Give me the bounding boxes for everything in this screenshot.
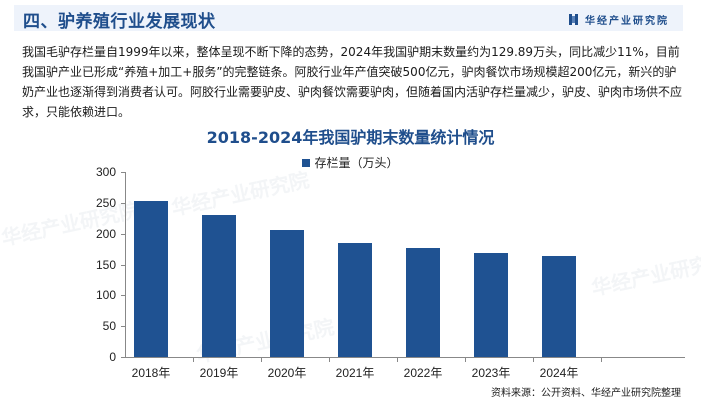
x-tick-mark xyxy=(465,357,466,362)
y-tick-label: 250 xyxy=(95,195,116,210)
y-tick-mark xyxy=(121,172,125,173)
y-tick-label: 300 xyxy=(95,165,116,179)
book-logo-icon xyxy=(569,14,578,25)
y-tick-mark xyxy=(121,264,125,266)
bar xyxy=(270,229,304,357)
bar xyxy=(134,200,168,357)
y-tick-label: 100 xyxy=(95,288,116,303)
y-tick-label: 150 xyxy=(95,257,116,272)
x-tick-label: 2019年 xyxy=(199,366,239,380)
x-tick-mark xyxy=(261,357,262,362)
description-paragraph: 我国毛驴存栏量自1999年以来，整体呈现不断下降的态势，2024年我国驴期末数量… xyxy=(22,45,683,119)
y-tick-mark xyxy=(121,233,125,235)
legend-swatch xyxy=(302,158,311,167)
y-tick-label: 0 xyxy=(109,350,116,364)
bar xyxy=(202,214,236,357)
x-tick-mark xyxy=(329,357,330,362)
x-tick-label: 2023年 xyxy=(471,366,511,380)
bar xyxy=(406,247,440,357)
section-title: 四、驴养殖行业发展现状 xyxy=(23,12,216,32)
source-note: 资料来源：公开资料、华经产业研究院整理 xyxy=(491,388,681,399)
y-tick-label: 200 xyxy=(95,226,116,241)
section-header: 四、驴养殖行业发展现状 华经产业研究院 xyxy=(14,5,683,32)
y-tick-label: 50 xyxy=(102,319,116,334)
chart-title: 2018-2024年我国驴期末数量统计情况 xyxy=(206,128,495,147)
x-axis xyxy=(125,357,685,358)
x-tick-mark xyxy=(601,357,602,362)
x-tick-label: 2018年 xyxy=(131,366,171,380)
x-tick-label: 2024年 xyxy=(539,366,579,380)
bar xyxy=(542,255,576,357)
bar xyxy=(338,242,372,357)
bar xyxy=(474,252,508,357)
y-tick-mark xyxy=(121,326,125,328)
x-tick-label: 2020年 xyxy=(267,366,307,380)
y-tick-mark xyxy=(121,295,125,297)
x-tick-mark xyxy=(397,357,398,362)
y-tick-mark xyxy=(121,357,125,358)
x-tick-mark xyxy=(533,357,534,362)
brand-logo: 华经产业研究院 xyxy=(569,12,669,27)
brand-name: 华经产业研究院 xyxy=(585,16,669,27)
x-tick-label: 2021年 xyxy=(335,366,375,380)
y-tick-mark xyxy=(121,202,125,204)
chart-legend: 存栏量（万头） xyxy=(0,154,701,171)
x-tick-label: 2022年 xyxy=(403,366,443,380)
y-axis xyxy=(125,172,126,358)
x-tick-mark xyxy=(193,357,194,362)
legend-label: 存栏量（万头） xyxy=(314,156,399,170)
